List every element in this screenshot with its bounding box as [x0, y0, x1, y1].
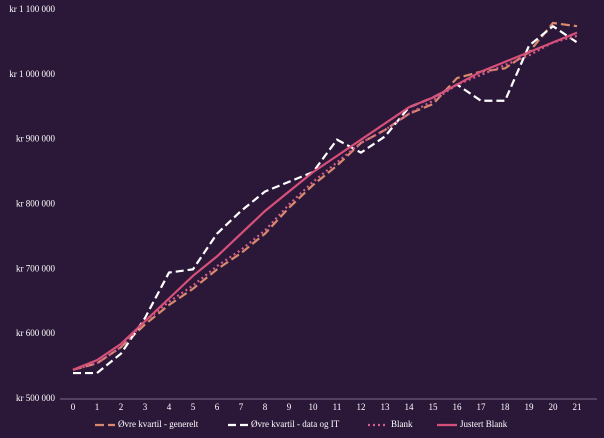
x-tick-label: 19	[525, 402, 535, 412]
series-line	[73, 24, 578, 375]
y-tick-label: kr 800 000	[16, 199, 55, 209]
x-tick-label: 13	[381, 402, 391, 412]
y-tick-label: kr 500 000	[16, 393, 55, 403]
legend-label: Øvre kvartil - generelt	[118, 419, 199, 429]
x-tick-label: 20	[549, 402, 559, 412]
y-tick-label: kr 700 000	[16, 263, 55, 273]
x-tick-label: 18	[501, 402, 511, 412]
legend-label: Øvre kvartil - data og IT	[251, 419, 340, 429]
x-tick-label: 0	[71, 402, 76, 412]
x-tick-label: 3	[143, 402, 148, 412]
x-tick-label: 7	[239, 402, 244, 412]
y-tick-label: kr 1 100 000	[9, 4, 55, 14]
x-tick-label: 2	[119, 402, 124, 412]
x-tick-label: 10	[309, 402, 319, 412]
y-tick-label: kr 1 000 000	[9, 69, 55, 79]
x-tick-label: 12	[357, 402, 366, 412]
x-tick-label: 11	[333, 402, 342, 412]
y-tick-label: kr 900 000	[16, 134, 55, 144]
y-tick-label: kr 600 000	[16, 328, 55, 338]
legend-label: Justert Blank	[460, 419, 508, 429]
x-tick-label: 16	[453, 402, 463, 412]
x-tick-label: 15	[429, 402, 439, 412]
x-tick-label: 4	[167, 402, 172, 412]
series-line	[72, 34, 578, 371]
x-tick-label: 5	[191, 402, 196, 412]
x-tick-label: 21	[573, 402, 582, 412]
x-tick-label: 9	[287, 402, 292, 412]
x-tick-label: 1	[95, 402, 100, 412]
legend-label: Blank	[391, 419, 413, 429]
x-tick-label: 6	[215, 402, 220, 412]
x-tick-label: 8	[263, 402, 268, 412]
x-tick-label: 17	[477, 402, 487, 412]
series-line	[72, 31, 578, 371]
x-tick-label: 14	[405, 402, 415, 412]
